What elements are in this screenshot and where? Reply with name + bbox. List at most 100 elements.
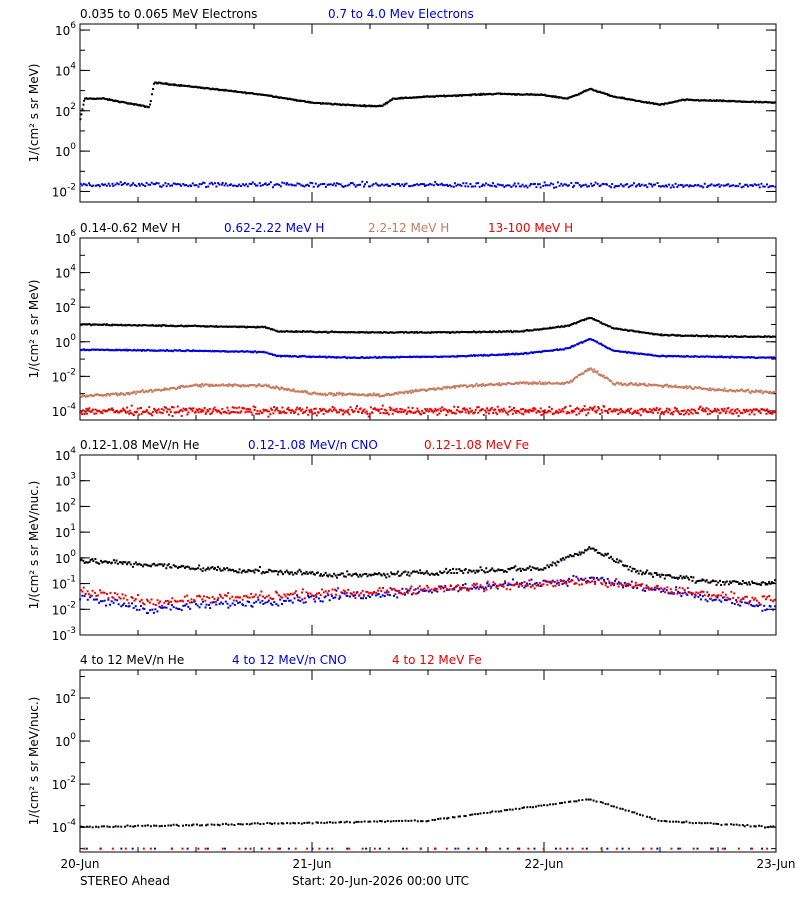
data-point [250,183,253,186]
data-point [496,382,499,385]
data-point [560,325,563,328]
data-point [500,331,503,334]
data-point [647,353,650,356]
data-point [355,331,358,334]
data-point [363,408,366,411]
data-point [87,593,90,596]
data-point [139,390,142,393]
data-point [408,409,411,412]
data-point [764,409,767,412]
data-point [533,93,536,96]
data-point [747,185,750,188]
data-point [334,574,337,577]
data-point [178,607,181,610]
data-point [401,408,404,411]
data-point [451,386,454,389]
data-point [198,183,201,186]
data-point [518,353,521,356]
data-point [305,101,308,104]
data-point [672,576,675,579]
data-point [461,410,464,413]
data-point [414,570,417,573]
data-point [133,599,136,602]
data-point [81,413,84,416]
data-point [755,184,758,187]
data-point [122,560,125,563]
data-point [145,181,148,184]
data-point [694,386,697,389]
data-point [107,182,110,185]
data-point [326,592,329,595]
data-point [298,182,301,185]
data-point [435,355,438,358]
data-point [619,382,622,385]
data-point [226,325,229,328]
data-point [421,409,424,412]
data-point [131,349,134,352]
data-point [547,566,550,569]
data-point [736,335,739,338]
data-point [644,571,647,574]
data-point [739,604,742,607]
data-point [394,356,397,359]
data-point [369,185,372,188]
data-point [202,567,205,570]
data-point [489,330,492,333]
data-point [178,566,181,569]
data-point [327,575,330,578]
data-point [250,384,253,387]
data-point [236,185,239,188]
data-point [671,576,674,579]
data-point [397,331,400,334]
data-point [473,93,476,96]
data-point [459,384,462,387]
data-point [305,409,308,412]
data-point [161,606,164,609]
data-point [318,101,321,104]
data-point [394,183,397,186]
data-point [314,356,317,359]
data-point [254,568,257,571]
data-point [677,590,680,593]
data-point [605,323,608,326]
data-point [114,183,117,186]
data-point [321,101,324,104]
data-point [520,352,523,355]
data-point [173,83,176,86]
data-point [383,103,386,106]
data-point [699,355,702,358]
data-point [468,587,471,590]
data-point [592,407,595,410]
data-point [574,181,577,184]
data-point [141,565,144,568]
data-point [338,573,341,576]
data-point [143,391,146,394]
data-point [708,412,711,415]
data-point [186,325,189,328]
data-point [152,87,155,90]
data-point [415,355,418,358]
data-point [731,408,734,411]
data-point [480,93,483,96]
data-point [111,408,114,411]
data-point [387,413,390,416]
data-point [660,103,663,106]
data-point [501,330,504,333]
data-point [735,580,738,583]
data-point [291,409,294,412]
data-point [161,324,164,327]
data-point [102,184,105,187]
data-point [471,409,474,412]
data-point [252,351,255,354]
data-point [118,323,121,326]
data-point [199,325,202,328]
data-point [81,108,84,111]
data-point [565,412,568,415]
data-point [548,184,551,187]
data-point [473,586,476,589]
data-point [354,104,357,107]
data-point [321,182,324,185]
data-point [83,561,86,564]
data-point [343,393,346,396]
data-point [256,184,259,187]
